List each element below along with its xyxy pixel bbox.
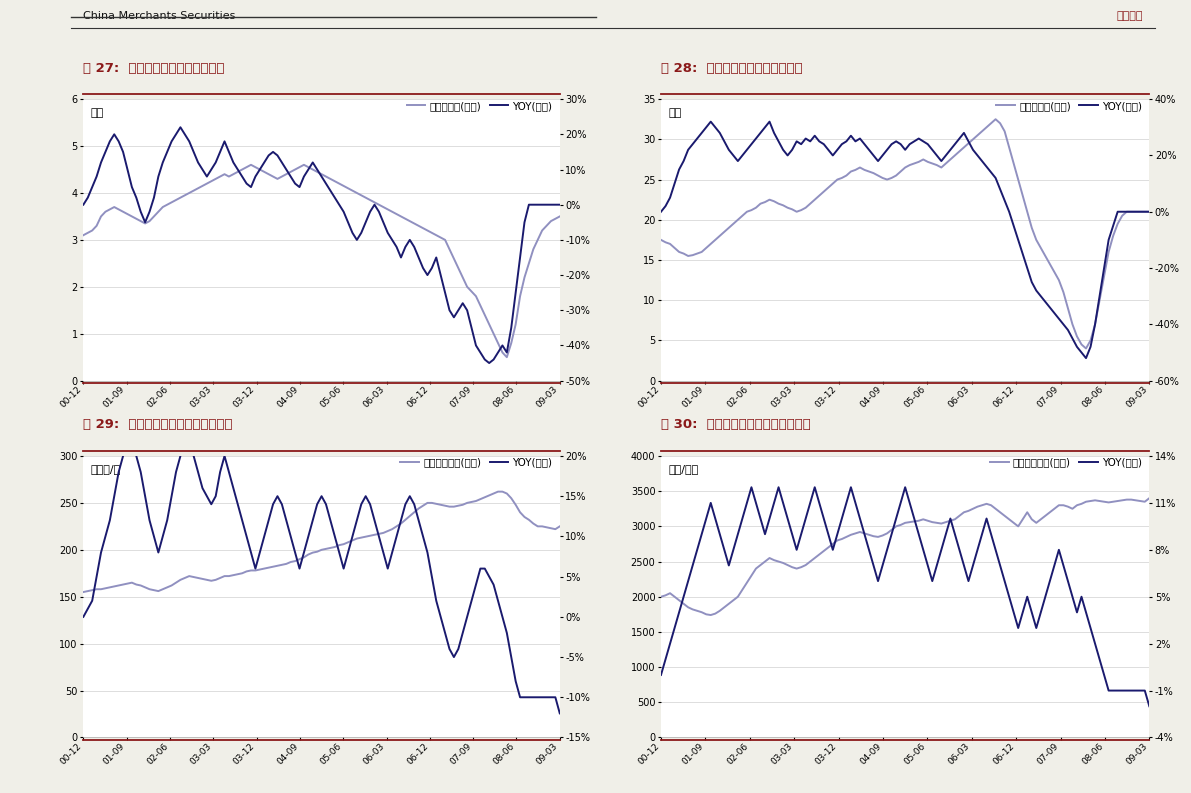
Legend: 公寓成交价格(左轴), YOY(右轴): 公寓成交价格(左轴), YOY(右轴) <box>987 455 1145 469</box>
Text: 图 29:  法国新房成交价格及同比增速: 图 29: 法国新房成交价格及同比增速 <box>83 419 233 431</box>
Text: 图 27:  法国新房成交量及同比增速: 图 27: 法国新房成交量及同比增速 <box>83 62 225 75</box>
Legend: 新房成交价格(左轴), YOY(右轴): 新房成交价格(左轴), YOY(右轴) <box>398 455 555 469</box>
Text: 欧元/平米: 欧元/平米 <box>668 465 699 474</box>
Text: 千套: 千套 <box>668 108 681 117</box>
Text: China Merchants Securities: China Merchants Securities <box>83 11 236 21</box>
Text: 图 30:  法国公寓成交价格及同比增速: 图 30: 法国公寓成交价格及同比增速 <box>661 419 811 431</box>
Text: 图 28:  法国公寓成交量及同比增速: 图 28: 法国公寓成交量及同比增速 <box>661 62 803 75</box>
Text: 千欧元/套: 千欧元/套 <box>91 465 120 474</box>
Legend: 新房成交量(左轴), YOY(右轴): 新房成交量(左轴), YOY(右轴) <box>405 98 555 113</box>
Text: 千套: 千套 <box>91 108 104 117</box>
Legend: 公寓成交量(左轴), YOY(右轴): 公寓成交量(左轴), YOY(右轴) <box>994 98 1145 113</box>
Text: 行业研究: 行业研究 <box>1117 11 1143 21</box>
